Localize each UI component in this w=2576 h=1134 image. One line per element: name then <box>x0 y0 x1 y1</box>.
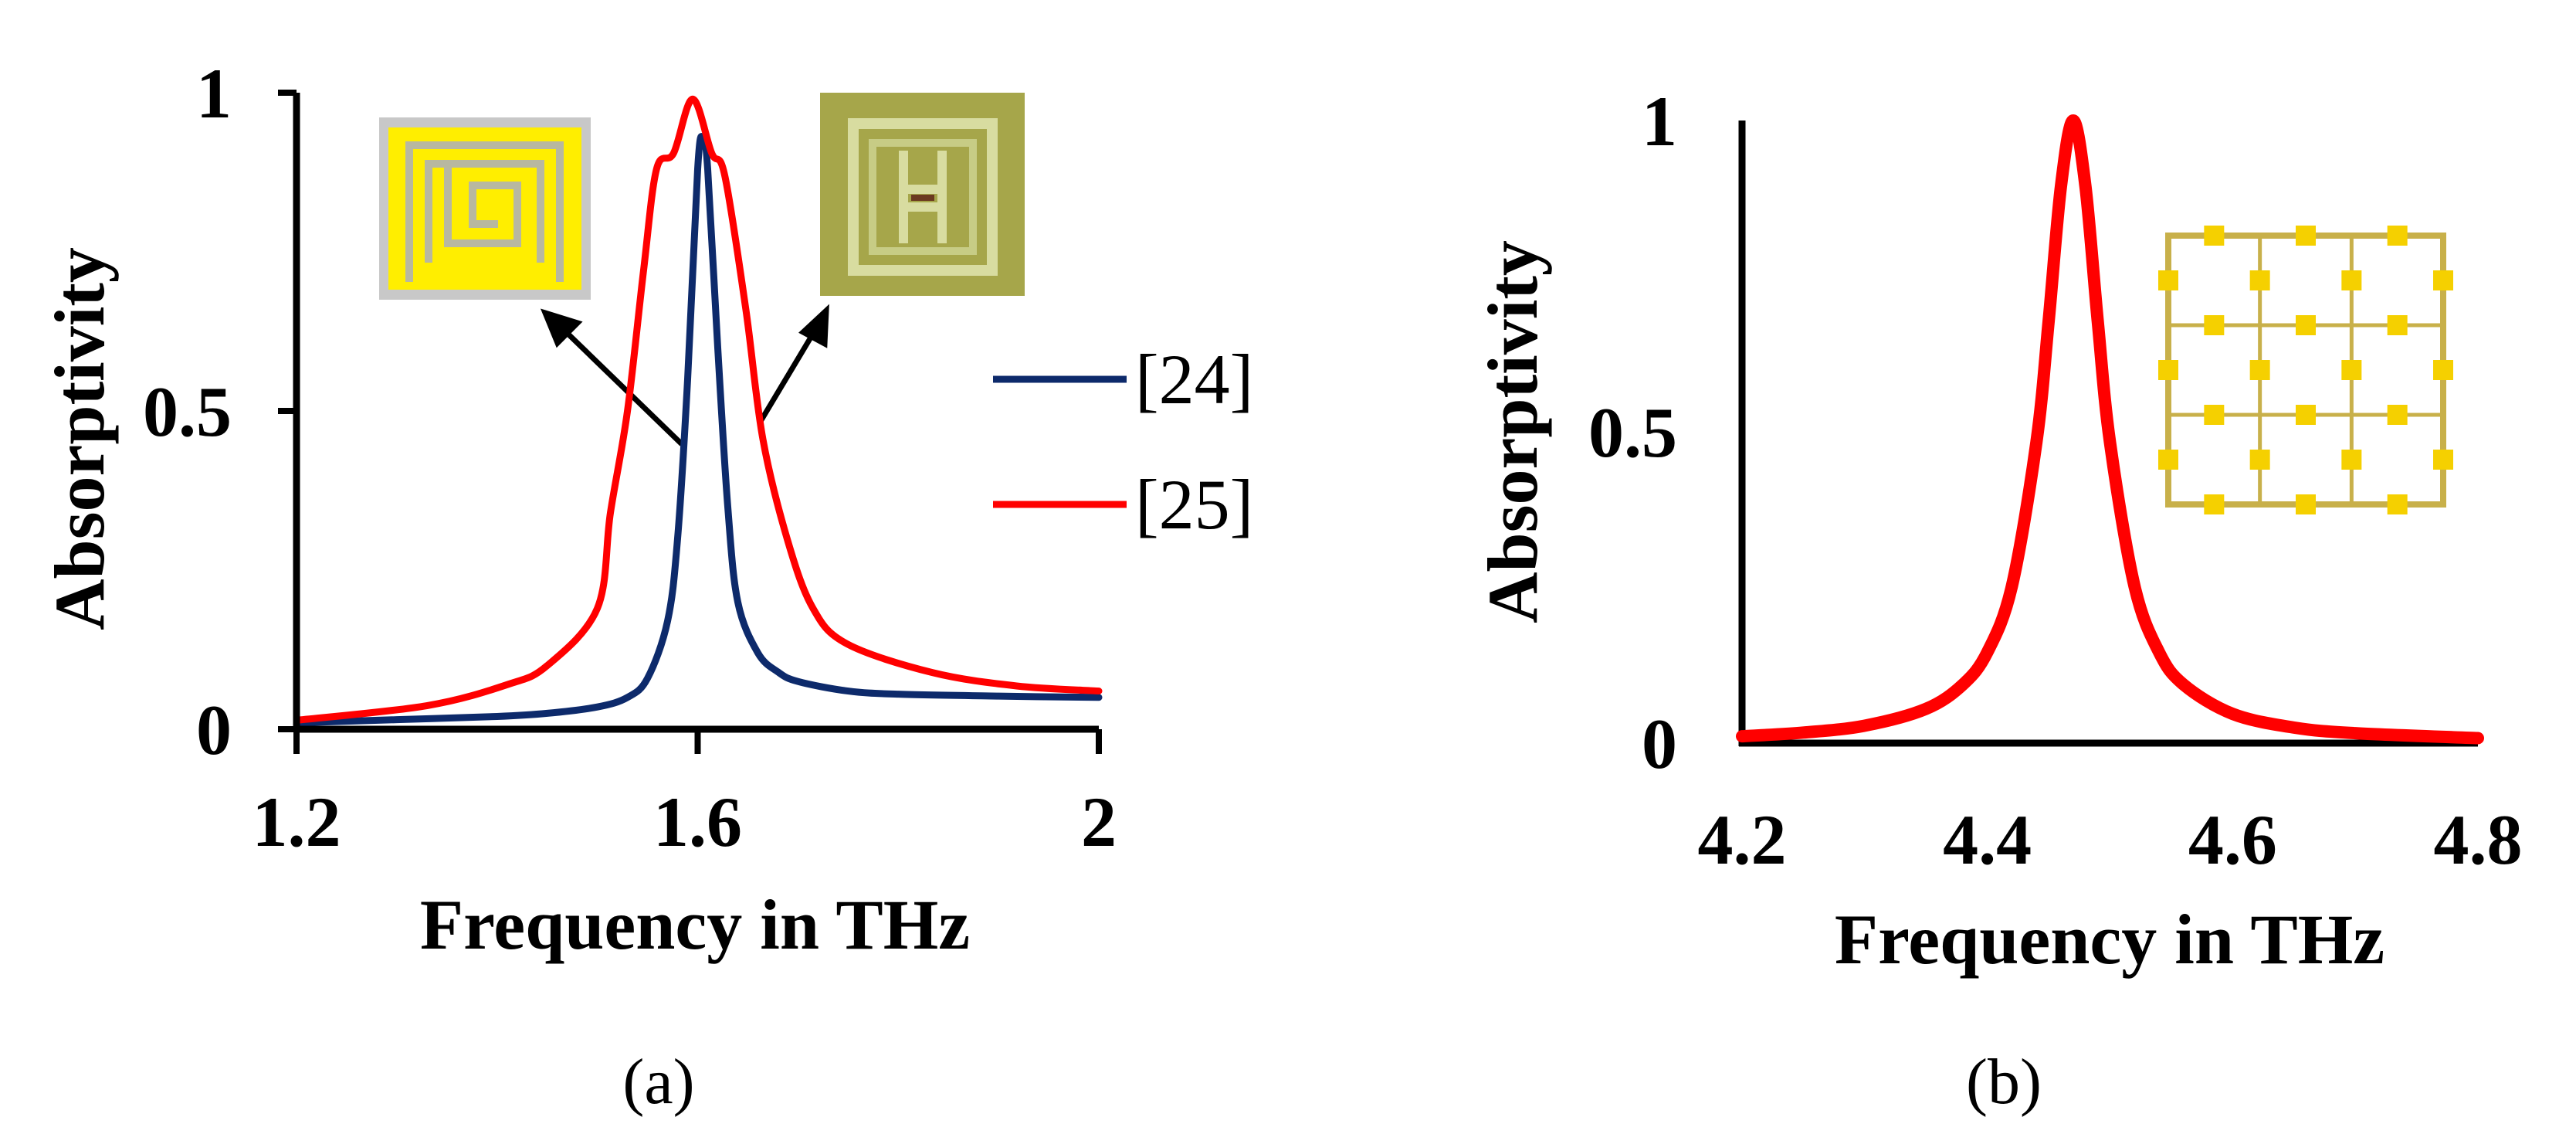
chart-panel-b: 4.2 4.4 4.6 4.8 0 0.5 1 Frequency in THz Absor… <box>1473 82 2523 1118</box>
legend-label-24: [24] <box>1135 340 1253 419</box>
series-line-absorptivity <box>1736 114 2484 745</box>
panel-caption-a: (a) <box>622 1046 694 1118</box>
chart-panel-a: 1.2 1.6 2 0 0.5 1 Frequency in THz Absorptivi… <box>40 54 1253 1118</box>
x-axis-title-a: Frequency in THz <box>420 885 970 964</box>
inset-arrows <box>540 304 829 446</box>
y-tick-label: 0 <box>1642 705 1677 783</box>
x-tick-label: 4.8 <box>2434 800 2523 879</box>
y-axis-title-a: Absorptivity <box>40 247 119 630</box>
series-layer-a <box>293 95 1103 727</box>
y-axis-title-b: Absorptivity <box>1473 240 1552 623</box>
legend-a: [24] [25] <box>993 340 1253 544</box>
y-tick-label: 0.5 <box>143 372 232 451</box>
axes-a: 1.2 1.6 2 0 0.5 1 <box>143 54 1117 861</box>
x-tick-label: 1.2 <box>253 783 341 861</box>
x-tick-label: 4.4 <box>1943 800 2032 879</box>
y-tick-label: 0.5 <box>1588 393 1677 472</box>
series-line-25 <box>293 95 1103 724</box>
x-tick-label: 1.6 <box>653 783 742 861</box>
series-line-24 <box>293 133 1103 727</box>
inset-split-ring-image <box>820 93 1025 296</box>
inset-spiral-image <box>379 117 591 300</box>
panel-caption-b: (b) <box>1966 1046 2042 1118</box>
y-tick-label: 0 <box>196 691 232 769</box>
y-tick-label: 1 <box>1642 82 1677 161</box>
y-tick-label: 1 <box>196 54 232 133</box>
inset-cross-grid-image <box>2158 226 2453 514</box>
x-tick-label: 2 <box>1081 783 1117 861</box>
axes-b: 4.2 4.4 4.6 4.8 0 0.5 1 <box>1588 82 2523 879</box>
x-tick-label: 4.6 <box>2188 800 2277 879</box>
legend-label-25: [25] <box>1135 465 1253 544</box>
x-axis-title-b: Frequency in THz <box>1835 900 2384 979</box>
x-tick-label: 4.2 <box>1698 800 1787 879</box>
series-layer-b <box>1736 114 2484 745</box>
